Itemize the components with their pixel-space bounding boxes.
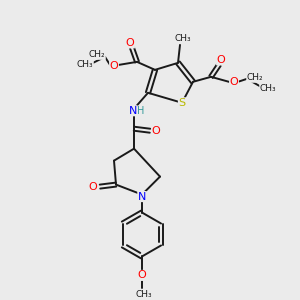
Text: O: O [230,77,238,87]
Text: O: O [152,126,160,136]
Text: N: N [138,192,146,202]
Text: O: O [126,38,134,48]
Text: CH₃: CH₃ [260,84,276,93]
Text: H: H [137,106,145,116]
Text: CH₂: CH₂ [89,50,105,59]
Text: O: O [110,61,118,71]
Text: S: S [178,98,186,108]
Text: O: O [217,55,225,65]
Text: O: O [88,182,98,192]
Text: CH₃: CH₃ [175,34,191,43]
Text: CH₃: CH₃ [77,60,93,69]
Text: CH₃: CH₃ [136,290,152,299]
Text: N: N [129,106,137,116]
Text: O: O [138,270,146,280]
Text: CH₂: CH₂ [247,73,263,82]
